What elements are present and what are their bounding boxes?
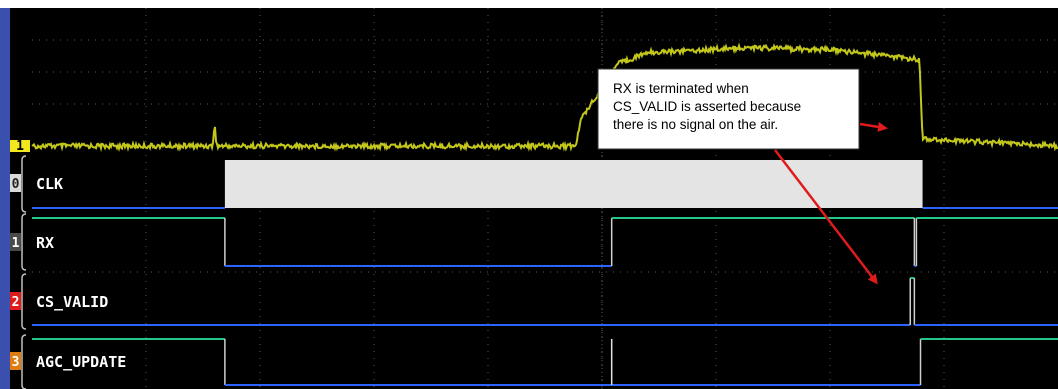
channel-bracket — [21, 155, 27, 213]
channel-marker-2 — [10, 292, 21, 310]
analog-marker — [10, 140, 30, 152]
callout-line-1: RX is terminated when — [613, 81, 749, 96]
left-channel-bar — [0, 8, 10, 389]
callout-box — [597, 68, 860, 150]
channel-number-0: 0 — [12, 177, 20, 192]
channel-number-3: 3 — [12, 355, 20, 370]
channel-number-1: 1 — [12, 236, 20, 251]
channel-name-clk: CLK — [36, 175, 63, 193]
channel-bracket — [21, 213, 27, 271]
channel-marker-3 — [10, 352, 21, 370]
channel-name-cs-valid: CS_VALID — [36, 293, 108, 311]
callout: RX is terminated when CS_VALID is assert… — [597, 68, 860, 150]
analog-trace-area: 1 — [10, 42, 1058, 154]
channel-number-2: 2 — [12, 295, 20, 310]
channel-bracket — [21, 273, 27, 330]
channel-name-agc-update: AGC_UPDATE — [36, 353, 126, 371]
analog-marker-label: 1 — [16, 139, 24, 154]
digital-channels: 0 CLK 1 RX 2 CS_VALID 3 AGC_UPDATE — [10, 155, 1058, 389]
arrow-to-trace — [859, 121, 888, 132]
channel-name-rx: RX — [36, 234, 54, 252]
callout-line-3: there is no signal on the air. — [613, 117, 778, 132]
callout-arrows — [774, 121, 888, 285]
arrow-to-cs-valid — [774, 149, 878, 285]
clk-active-region — [224, 160, 923, 208]
analog-trace — [31, 42, 1058, 153]
channel-marker-1 — [10, 233, 21, 251]
channel-marker-0 — [10, 174, 21, 192]
callout-line-2: CS_VALID is asserted because — [613, 99, 801, 114]
